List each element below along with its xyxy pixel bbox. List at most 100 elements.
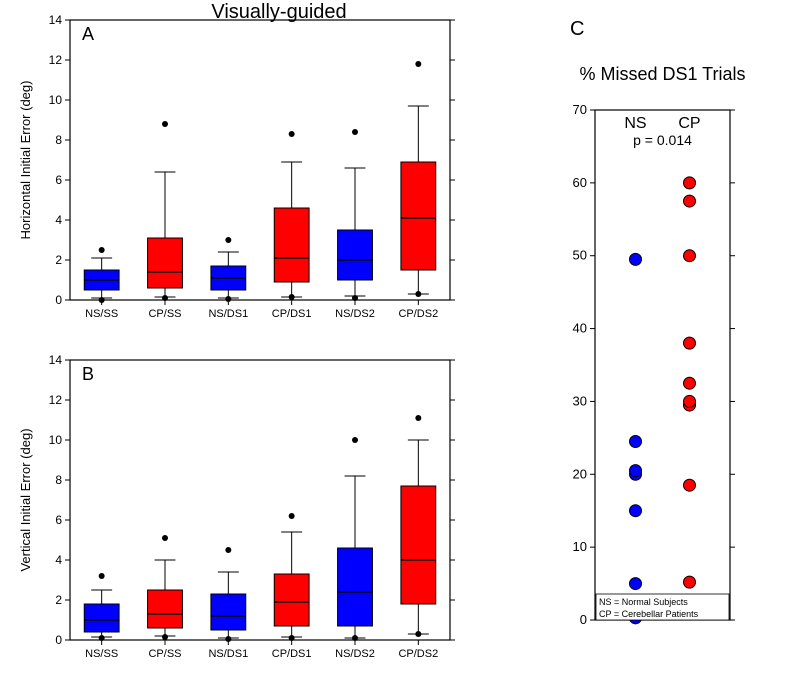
xtick-label: CP/DS1 <box>272 648 312 660</box>
boxplot-panel: 0 2 4 6 8 10 12 14 NS/SS CP/SS NS/DS1 CP/DS1 NS/DS2 C… <box>18 1 455 320</box>
cp-point <box>684 395 696 407</box>
cp-point <box>684 479 696 491</box>
outlier-point <box>415 631 421 637</box>
xtick-label: NS/DS1 <box>208 648 248 660</box>
boxplot-panel: 0 2 4 6 8 10 12 14 NS/SS CP/SS NS/DS1 CP/DS1 NS/DS2 C… <box>18 353 455 660</box>
box <box>274 208 309 282</box>
xtick-label: NS/DS2 <box>335 308 375 320</box>
outlier-point <box>162 634 168 640</box>
outlier-point <box>352 129 358 135</box>
outlier-point <box>225 296 231 302</box>
ytick-label: 70 <box>573 102 587 117</box>
outlier-point <box>289 513 295 519</box>
ytick-label: 4 <box>55 553 62 567</box>
ns-point <box>630 578 642 590</box>
outlier-point <box>415 415 421 421</box>
ytick-label: 2 <box>55 593 62 607</box>
group-label-ns: NS <box>624 115 646 132</box>
ytick-label: 6 <box>55 513 62 527</box>
group-label-cp: CP <box>678 115 700 132</box>
legend-line: CP = Cerebellar Patients <box>599 609 699 619</box>
ytick-label: 0 <box>580 612 587 627</box>
outlier-point <box>415 61 421 67</box>
ytick-label: 0 <box>55 633 62 647</box>
y-axis-label: Vertical Initial Error (deg) <box>18 428 33 571</box>
xtick-label: CP/DS1 <box>272 308 312 320</box>
ytick-label: 20 <box>573 466 587 481</box>
panel-letter: A <box>82 24 94 44</box>
outlier-point <box>352 437 358 443</box>
outlier-point <box>289 294 295 300</box>
cp-point <box>684 250 696 262</box>
figure-root: 0 2 4 6 8 10 12 14 NS/SS CP/SS NS/DS1 CP/DS1 NS/DS2 C… <box>0 0 800 686</box>
box <box>148 238 183 288</box>
xtick-label: NS/DS1 <box>208 308 248 320</box>
ytick-label: 10 <box>573 539 587 554</box>
panel-letter: B <box>82 364 94 384</box>
ns-point <box>630 436 642 448</box>
ytick-label: 10 <box>49 433 63 447</box>
ns-point <box>630 465 642 477</box>
xtick-label: CP/SS <box>148 308 181 320</box>
panel-c-title: % Missed DS1 Trials <box>579 64 745 84</box>
outlier-point <box>352 635 358 641</box>
ytick-label: 14 <box>49 13 63 27</box>
box <box>274 574 309 626</box>
box <box>84 604 119 632</box>
outlier-point <box>225 636 231 642</box>
outlier-point <box>99 247 105 253</box>
ns-point <box>630 505 642 517</box>
cp-point <box>684 337 696 349</box>
outlier-point <box>289 635 295 641</box>
ytick-label: 14 <box>49 353 63 367</box>
box <box>338 548 373 626</box>
box <box>211 594 246 630</box>
ytick-label: 30 <box>573 393 587 408</box>
ytick-label: 0 <box>55 293 62 307</box>
cp-point <box>684 195 696 207</box>
outlier-point <box>99 635 105 641</box>
outlier-point <box>225 547 231 553</box>
cp-point <box>684 377 696 389</box>
ytick-label: 4 <box>55 213 62 227</box>
xtick-label: CP/SS <box>148 648 181 660</box>
outlier-point <box>289 131 295 137</box>
box <box>401 162 436 270</box>
ytick-label: 8 <box>55 133 62 147</box>
xtick-label: NS/SS <box>85 308 118 320</box>
ns-point <box>630 253 642 265</box>
outlier-point <box>162 295 168 301</box>
xtick-label: NS/SS <box>85 648 118 660</box>
xtick-label: CP/DS2 <box>398 308 438 320</box>
box <box>338 230 373 280</box>
outlier-point <box>162 121 168 127</box>
figure-svg: 0 2 4 6 8 10 12 14 NS/SS CP/SS NS/DS1 CP/DS1 NS/DS2 C… <box>0 0 800 686</box>
xtick-label: CP/DS2 <box>398 648 438 660</box>
outlier-point <box>162 535 168 541</box>
ytick-label: 2 <box>55 253 62 267</box>
box <box>148 590 183 628</box>
outlier-point <box>352 295 358 301</box>
cp-point <box>684 576 696 588</box>
ytick-label: 8 <box>55 473 62 487</box>
legend-line: NS = Normal Subjects <box>599 597 688 607</box>
ytick-label: 12 <box>49 53 63 67</box>
box <box>401 486 436 604</box>
outlier-point <box>225 237 231 243</box>
ytick-label: 12 <box>49 393 63 407</box>
xtick-label: NS/DS2 <box>335 648 375 660</box>
cp-point <box>684 177 696 189</box>
ytick-label: 40 <box>573 321 587 336</box>
panel-title: Visually-guided <box>211 1 346 23</box>
ytick-label: 50 <box>573 248 587 263</box>
panel-letter: C <box>570 18 584 40</box>
ytick-label: 60 <box>573 175 587 190</box>
y-axis-label: Horizontal Initial Error (deg) <box>18 81 33 240</box>
outlier-point <box>99 297 105 303</box>
panel-c: C % Missed DS1 Trials 0 10 20 30 40 50 60 70 NS CPp… <box>570 18 746 627</box>
p-value-text: p = 0.014 <box>633 132 692 148</box>
ytick-label: 10 <box>49 93 63 107</box>
ytick-label: 6 <box>55 173 62 187</box>
outlier-point <box>415 291 421 297</box>
outlier-point <box>99 573 105 579</box>
